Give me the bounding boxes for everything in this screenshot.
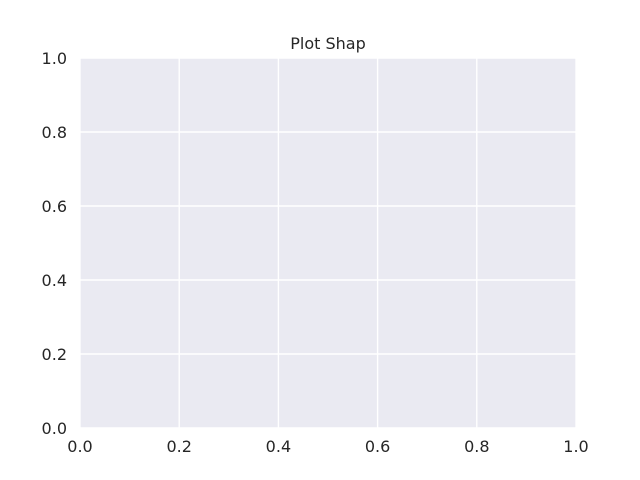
x-axis-ticks: 0.0 0.2 0.4 0.6 0.8 1.0	[67, 437, 588, 456]
y-tick-label: 0.2	[42, 345, 67, 364]
chart-title: Plot Shap	[290, 34, 366, 53]
x-tick-label: 0.2	[166, 437, 191, 456]
x-tick-label: 0.6	[365, 437, 390, 456]
y-tick-label: 0.0	[42, 419, 67, 438]
grid-lines	[79, 57, 577, 429]
y-tick-label: 0.4	[42, 271, 67, 290]
x-tick-label: 0.4	[266, 437, 291, 456]
x-tick-label: 1.0	[563, 437, 588, 456]
x-tick-label: 0.8	[464, 437, 489, 456]
y-axis-ticks: 0.0 0.2 0.4 0.6 0.8 1.0	[42, 49, 67, 438]
x-tick-label: 0.0	[67, 437, 92, 456]
plot-area	[80, 58, 576, 428]
y-tick-label: 1.0	[42, 49, 67, 68]
y-tick-label: 0.8	[42, 123, 67, 142]
y-tick-label: 0.6	[42, 197, 67, 216]
